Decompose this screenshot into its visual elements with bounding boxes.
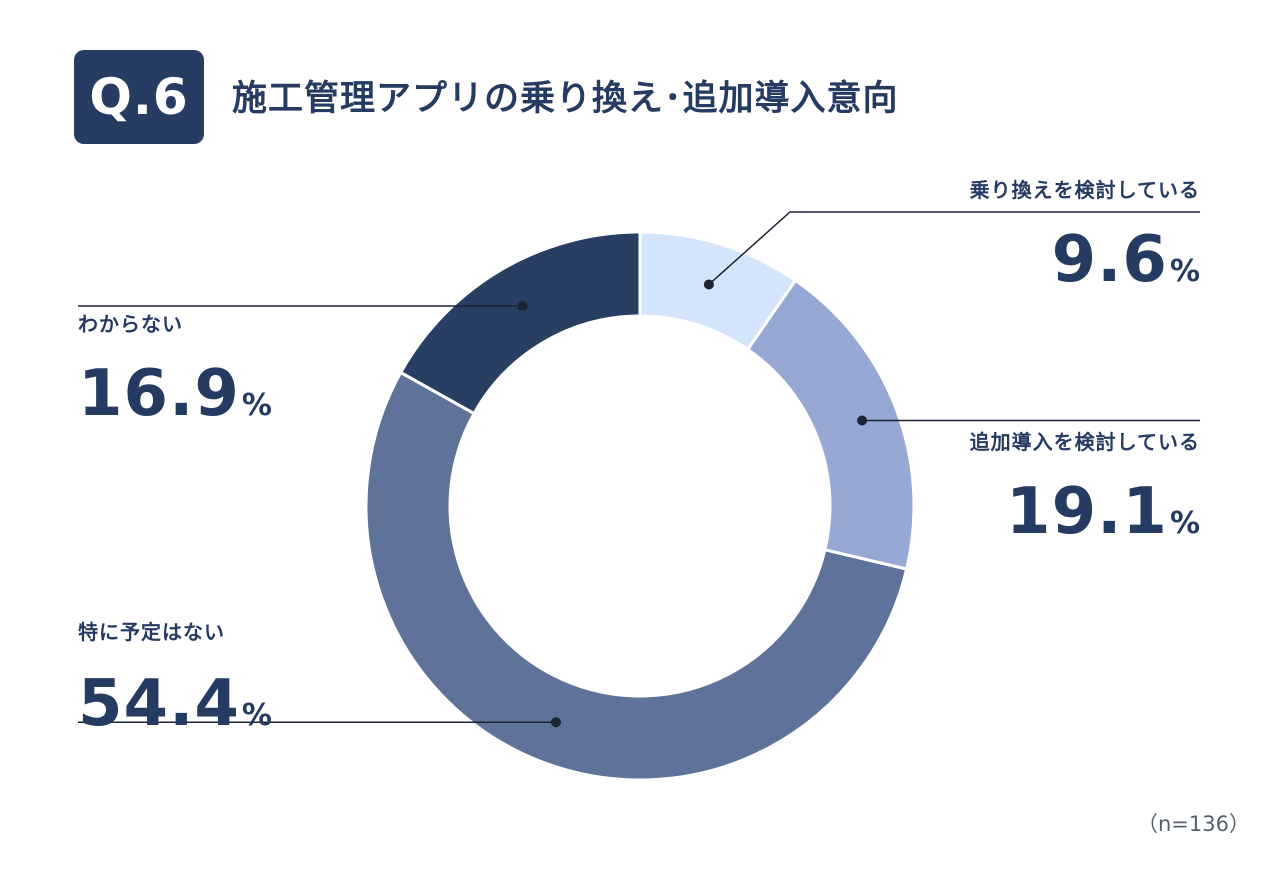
- value-unknown: 16.9%: [78, 362, 272, 426]
- label-switching: 乗り換えを検討している: [969, 178, 1200, 202]
- value-no-plan-number: 54.4: [78, 667, 240, 741]
- question-badge: Q.6: [74, 50, 204, 144]
- slice-unknown: [398, 230, 642, 416]
- sample-size-note: （n=136）: [1137, 812, 1250, 836]
- slice-no-plan-leader-dot: [550, 717, 561, 728]
- label-no-plan: 特に予定はない: [78, 620, 225, 644]
- value-additional: 19.1%: [1006, 480, 1200, 544]
- chart-title: 施工管理アプリの乗り換え･追加導入意向: [232, 79, 899, 119]
- value-additional-unit: %: [1169, 506, 1200, 541]
- slice-no-plan: [364, 370, 909, 782]
- label-unknown: わからない: [78, 312, 183, 336]
- slice-switching-leader-line: [708, 211, 1200, 286]
- slice-switching-leader-dot: [703, 279, 714, 290]
- value-unknown-number: 16.9: [78, 357, 240, 431]
- slice-unknown-leader-dot: [517, 300, 528, 311]
- value-no-plan-unit: %: [241, 698, 272, 733]
- value-no-plan: 54.4%: [78, 672, 272, 736]
- value-switching: 9.6%: [1052, 228, 1200, 292]
- question-number: Q.6: [89, 68, 189, 126]
- value-additional-number: 19.1: [1006, 475, 1168, 549]
- value-switching-unit: %: [1169, 254, 1200, 289]
- label-additional: 追加導入を検討している: [969, 430, 1200, 454]
- slice-additional-leader-dot: [857, 415, 868, 426]
- slice-additional: [745, 278, 916, 571]
- value-unknown-unit: %: [241, 388, 272, 423]
- value-switching-number: 9.6: [1051, 223, 1168, 297]
